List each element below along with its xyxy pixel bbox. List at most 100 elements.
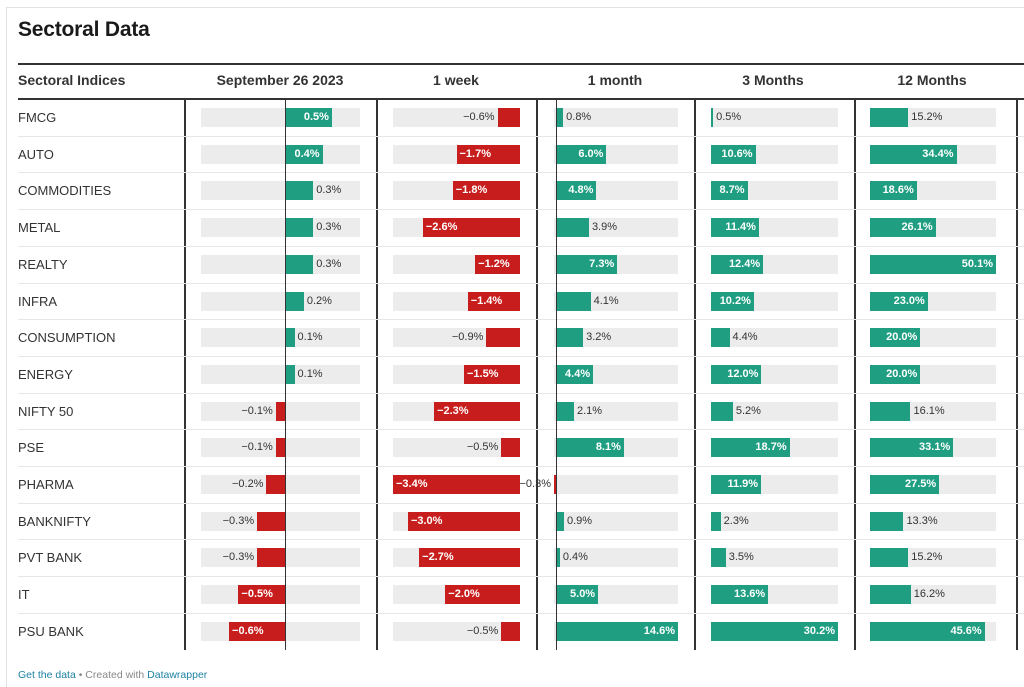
data-label: 20.0% (886, 367, 918, 380)
data-label: 13.3% (906, 514, 938, 527)
data-bar (870, 401, 911, 421)
data-label: 7.3% (589, 257, 615, 270)
data-label: 8.1% (595, 441, 621, 454)
data-label: 0.8% (566, 111, 592, 123)
data-bar (870, 218, 936, 238)
column-header-12-months: 12 Months (897, 72, 967, 88)
data-label: 15.2% (911, 551, 943, 564)
data-bar (870, 181, 917, 201)
data-bar (463, 364, 520, 384)
data-label: 2.1% (576, 404, 603, 417)
bar-track (201, 291, 360, 311)
data-label: 50.1% (961, 257, 993, 270)
column-header-3-months: 3 Months (742, 72, 804, 88)
data-label: 13.6% (733, 588, 766, 601)
data-label: −0.1% (241, 441, 273, 454)
column-separator (854, 98, 856, 650)
data-label: −0.2% (231, 478, 264, 490)
data-bar (467, 291, 520, 311)
data-bar (456, 144, 520, 164)
data-bar (556, 621, 678, 641)
data-bar (407, 511, 520, 531)
data-bar (711, 401, 733, 421)
data-label: −2.0% (448, 588, 480, 601)
data-label: 4.4% (565, 367, 591, 380)
sector-name: METAL (18, 220, 61, 236)
bar-track (201, 328, 360, 348)
data-label: −0.3% (519, 478, 552, 490)
data-bar (556, 511, 564, 531)
data-label: 26.1% (901, 221, 933, 234)
data-label: −0.6% (463, 111, 495, 123)
data-label: 4.8% (568, 184, 594, 197)
data-label: 0.9% (566, 514, 593, 527)
data-bar (711, 291, 754, 311)
data-bar (486, 328, 520, 348)
bar-track (201, 181, 360, 201)
data-bar (556, 218, 589, 238)
data-label: 0.1% (297, 331, 323, 344)
data-bar (870, 364, 921, 384)
data-label: 5.0% (570, 588, 596, 601)
data-label: 0.3% (316, 257, 342, 270)
data-bar (501, 438, 520, 458)
data-label: −0.3% (222, 551, 255, 564)
data-label: 0.1% (297, 367, 323, 380)
data-bar (452, 181, 520, 201)
bar-track (554, 475, 678, 494)
data-bar (475, 254, 520, 274)
sector-name: PSE (18, 440, 45, 456)
data-bar (285, 364, 295, 384)
data-label: 16.1% (913, 404, 945, 417)
data-bar (711, 511, 721, 531)
data-label: 18.6% (882, 184, 914, 197)
footer: Get the data • Created with Datawrapper (18, 669, 207, 681)
data-label: −2.6% (425, 221, 458, 234)
data-label: 0.5% (303, 111, 329, 123)
data-bar (285, 291, 304, 311)
datawrapper-link[interactable]: Datawrapper (147, 669, 208, 681)
data-label: −0.5% (241, 588, 273, 601)
data-bar (870, 254, 996, 274)
data-bar (285, 144, 323, 164)
data-bar (422, 218, 520, 238)
header-top-rule (18, 63, 1024, 65)
bar-track (393, 108, 520, 127)
bar-track (554, 401, 678, 421)
sector-name: PVT BANK (18, 550, 83, 566)
data-bar (556, 548, 560, 568)
bar-track (201, 108, 360, 127)
data-label: 6.0% (578, 147, 604, 160)
chart-frame (6, 7, 1024, 687)
data-label: 4.1% (593, 294, 619, 307)
row-divider (18, 245, 1024, 247)
sector-name: BANKNIFTY (18, 513, 91, 529)
row-divider (18, 209, 1024, 211)
data-bar (711, 218, 759, 238)
data-label: −0.1% (241, 404, 273, 417)
data-label: 16.2% (913, 588, 945, 601)
data-label: 30.2% (803, 624, 835, 637)
sector-name: FMCG (18, 110, 57, 125)
column-header-september-26-2023: September 26 2023 (216, 72, 344, 88)
bar-track (201, 144, 360, 164)
data-label: 2.3% (723, 514, 749, 527)
data-bar (711, 621, 838, 641)
get-the-data-link[interactable]: Get the data (18, 669, 76, 681)
column-header-1-month: 1 month (587, 72, 643, 88)
data-label: −1.8% (455, 184, 488, 197)
bar-track (711, 511, 838, 531)
zero-axis (285, 100, 287, 650)
data-bar (556, 291, 591, 311)
data-label: 18.7% (755, 441, 787, 454)
sector-name: NIFTY 50 (18, 403, 74, 419)
data-bar (870, 548, 909, 568)
data-bar (229, 621, 286, 641)
data-label: 3.2% (586, 331, 612, 344)
column-header-sectoral-indices: Sectoral Indices (18, 72, 126, 88)
bar-track (554, 328, 678, 348)
data-bar (434, 401, 520, 421)
bar-track (711, 108, 838, 127)
data-label: 12.0% (727, 367, 759, 380)
data-bar (285, 218, 314, 238)
